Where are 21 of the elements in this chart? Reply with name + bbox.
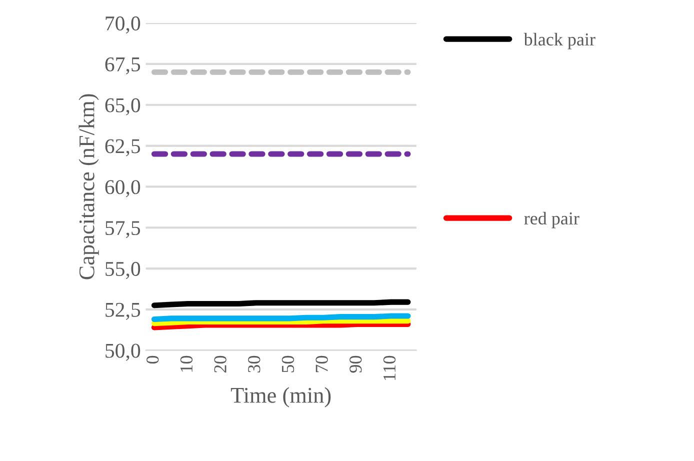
y-tick-label: 67,5 bbox=[105, 57, 140, 74]
y-tick-label: 62,5 bbox=[105, 139, 140, 156]
y-tick-label: 52,5 bbox=[106, 302, 140, 320]
x-tick-label: 10 bbox=[180, 356, 193, 372]
x-tick-label: 0 bbox=[146, 356, 159, 364]
y-tick-label: 60,0 bbox=[105, 180, 140, 198]
x-tick-label: 110 bbox=[383, 356, 396, 380]
legend-label: black pair bbox=[524, 32, 596, 50]
y-tick-label: 57,5 bbox=[106, 221, 140, 238]
y-tick-label: 70,0 bbox=[106, 16, 140, 34]
y-tick-label: 50,0 bbox=[106, 344, 140, 361]
x-tick-label: 70 bbox=[316, 356, 328, 372]
x-tick-label: 20 bbox=[214, 356, 226, 372]
x-tick-label: 90 bbox=[350, 356, 362, 373]
legend-label: red pair bbox=[524, 212, 580, 228]
x-tick-label: 30 bbox=[248, 356, 260, 372]
y-axis-title: Capacitance (nF/km) bbox=[78, 94, 99, 280]
x-axis-title: Time (min) bbox=[230, 387, 331, 408]
y-tick-label: 55,0 bbox=[106, 262, 140, 279]
x-tick-label: 50 bbox=[282, 356, 294, 372]
y-tick-label: 65,0 bbox=[105, 98, 140, 116]
